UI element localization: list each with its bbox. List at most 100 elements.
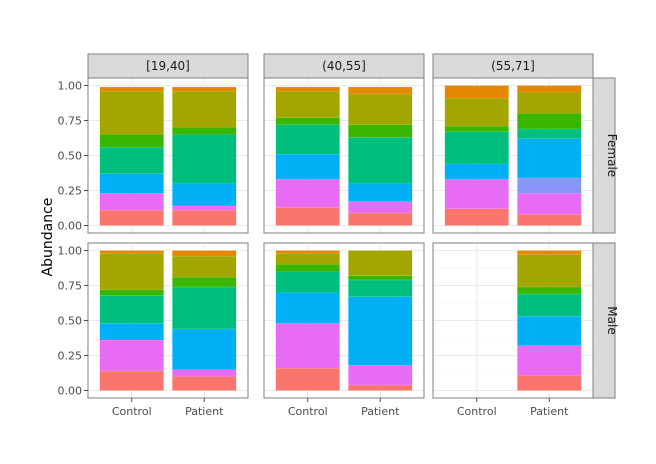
bar-segment-male-19-40-patient-5 <box>172 256 237 278</box>
bar-segment-male-40-55-control-4 <box>275 264 340 272</box>
bar-segment-male-40-55-patient-0 <box>348 384 413 391</box>
bar-segment-female-40-55-patient-6 <box>348 86 413 94</box>
y-tick-label: 0.75 <box>58 115 83 128</box>
bar-segment-female-19-40-control-1 <box>99 193 164 211</box>
bar-segment-female-55-71-control-1 <box>444 179 509 209</box>
bar-segment-female-19-40-control-0 <box>99 210 164 226</box>
x-tick-label: Control <box>112 405 152 418</box>
bar-segment-female-19-40-control-5 <box>99 91 164 135</box>
bar-segment-female-40-55-patient-5 <box>348 93 413 125</box>
bar-segment-female-55-71-control-4 <box>444 126 509 132</box>
bar-segment-male-19-40-control-2 <box>99 323 164 341</box>
bar-segment-male-19-40-control-0 <box>99 370 164 391</box>
bar-segment-male-19-40-patient-4 <box>172 277 237 287</box>
bar-segment-male-55-71-patient-0 <box>517 375 582 391</box>
bar-segment-female-55-71-patient-5 <box>517 113 582 129</box>
bar-segment-female-19-40-patient-4 <box>172 127 237 135</box>
x-tick-label: Patient <box>530 405 569 418</box>
bar-segment-male-19-40-control-4 <box>99 289 164 296</box>
bar-segment-female-40-55-patient-1 <box>348 201 413 213</box>
x-tick-label: Control <box>457 405 497 418</box>
bar-segment-female-19-40-control-3 <box>99 147 164 174</box>
bar-segment-female-55-71-patient-4 <box>517 128 582 139</box>
panel-border <box>263 242 425 399</box>
facet-strip-40-55 <box>263 53 425 79</box>
bar-segment-female-40-55-control-2 <box>275 154 340 180</box>
bar-segment-female-40-55-control-6 <box>275 86 340 92</box>
bar-segment-female-40-55-patient-2 <box>348 183 413 202</box>
bar-segment-female-55-71-control-5 <box>444 98 509 127</box>
bar-segment-female-55-71-control-0 <box>444 208 509 226</box>
x-tick-label: Patient <box>185 405 224 418</box>
bar-segment-male-19-40-control-6 <box>99 250 164 254</box>
bar-segment-male-40-55-patient-5 <box>348 250 413 276</box>
bar-segment-female-40-55-patient-3 <box>348 137 413 184</box>
bar-segment-female-55-71-control-3 <box>444 131 509 164</box>
bar-segment-female-55-71-patient-6 <box>517 92 582 114</box>
bar-segment-female-19-40-patient-1 <box>172 205 237 211</box>
x-tick-label: Patient <box>361 405 400 418</box>
bar-segment-male-55-71-patient-3 <box>517 293 582 317</box>
bar-segment-male-55-71-patient-6 <box>517 250 582 255</box>
facet-label: (40,55] <box>322 59 366 73</box>
bar-segment-male-19-40-control-1 <box>99 340 164 371</box>
bar-segment-female-55-71-patient-1 <box>517 193 582 215</box>
y-tick-label: 1.00 <box>58 245 83 258</box>
bar-segment-male-55-71-patient-2 <box>517 316 582 346</box>
bar-segment-female-19-40-control-4 <box>99 134 164 148</box>
bar-segment-male-19-40-patient-0 <box>172 376 237 391</box>
y-tick-label: 0.25 <box>58 350 83 363</box>
y-tick-label: 0.75 <box>58 280 83 293</box>
bar-segment-female-19-40-patient-6 <box>172 86 237 92</box>
facet-strip-male <box>592 242 616 399</box>
bar-segment-female-40-55-control-0 <box>275 207 340 226</box>
bar-segment-female-40-55-control-5 <box>275 91 340 118</box>
bar-segment-female-55-71-control-6 <box>444 85 509 99</box>
facet-strip-19-40 <box>87 53 249 79</box>
facet-label: Male <box>605 306 619 334</box>
bar-segment-male-40-55-control-0 <box>275 368 340 391</box>
bar-segment-male-19-40-control-3 <box>99 295 164 324</box>
bar-segment-female-55-71-patient-3 <box>517 138 582 178</box>
bar-segment-female-19-40-patient-2 <box>172 183 237 206</box>
bar-segment-female-19-40-patient-3 <box>172 134 237 184</box>
facet-strip-55-71 <box>432 53 594 79</box>
bar-segment-female-40-55-control-4 <box>275 117 340 125</box>
x-tick-label: Control <box>288 405 328 418</box>
bar-segment-female-40-55-patient-4 <box>348 124 413 138</box>
y-tick-label: 0.00 <box>58 385 83 398</box>
bar-segment-female-19-40-control-6 <box>99 86 164 92</box>
bar-segment-male-40-55-patient-4 <box>348 275 413 280</box>
bar-segment-female-55-71-patient-0 <box>517 214 582 226</box>
facet-label: [19,40] <box>146 59 190 73</box>
y-tick-label: 0.25 <box>58 185 83 198</box>
bar-segment-male-40-55-control-2 <box>275 292 340 324</box>
y-tick-label: 0.00 <box>58 220 83 233</box>
facet-label: Female <box>605 134 619 177</box>
bar-segment-female-40-55-control-3 <box>275 124 340 155</box>
bar-segment-male-19-40-patient-2 <box>172 328 237 370</box>
bar-segment-female-55-71-patient-2 <box>517 177 582 194</box>
y-tick-label: 0.50 <box>58 150 83 163</box>
bar-segment-female-19-40-patient-5 <box>172 91 237 128</box>
bar-segment-male-40-55-control-6 <box>275 250 340 254</box>
bar-segment-male-19-40-patient-1 <box>172 369 237 377</box>
bar-segment-female-40-55-patient-0 <box>348 212 413 226</box>
facet-strip-female <box>592 77 616 234</box>
bar-segment-male-40-55-patient-3 <box>348 279 413 297</box>
y-tick-label: 0.50 <box>58 315 83 328</box>
y-axis-title: Abundance <box>40 198 56 277</box>
bar-segment-male-19-40-control-5 <box>99 253 164 290</box>
bar-segment-female-19-40-control-2 <box>99 173 164 194</box>
bar-segment-male-19-40-patient-6 <box>172 250 237 257</box>
bar-segment-male-19-40-patient-3 <box>172 286 237 329</box>
bar-segment-male-40-55-patient-2 <box>348 296 413 366</box>
bar-segment-male-55-71-patient-5 <box>517 254 582 287</box>
bar-segment-male-40-55-control-5 <box>275 253 340 265</box>
bar-segment-male-55-71-patient-1 <box>517 345 582 376</box>
bar-segment-female-55-71-patient-7 <box>517 85 582 93</box>
bar-segment-male-55-71-patient-4 <box>517 286 582 294</box>
bar-segment-male-40-55-control-3 <box>275 271 340 293</box>
bar-segment-female-19-40-patient-0 <box>172 210 237 226</box>
